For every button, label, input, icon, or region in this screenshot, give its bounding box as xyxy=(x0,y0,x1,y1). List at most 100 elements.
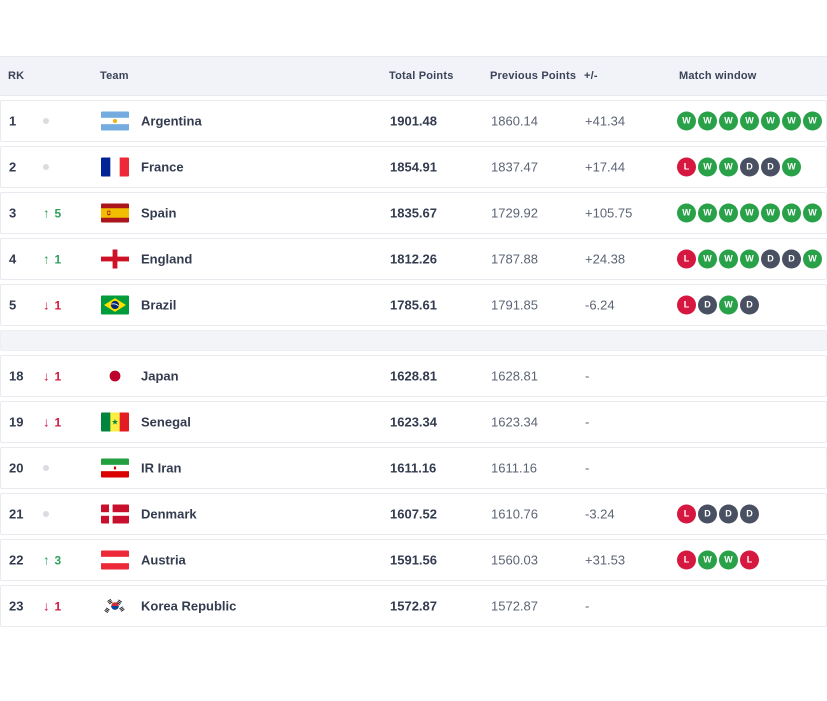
japan-flag-icon xyxy=(101,366,129,386)
points-change-value: - xyxy=(585,414,590,430)
total-points-value: 1812.26 xyxy=(390,251,437,267)
team-name[interactable]: Argentina xyxy=(141,113,202,129)
rank-change-value: 1 xyxy=(54,599,62,613)
win-badge: W xyxy=(782,111,801,131)
win-badge: W xyxy=(698,550,717,570)
rank-change-value: 1 xyxy=(54,252,62,266)
team-name[interactable]: England xyxy=(141,251,193,267)
points-change-value: +105.75 xyxy=(585,205,633,221)
previous-points-value: 1628.81 xyxy=(491,368,538,384)
rank-number: 20 xyxy=(9,460,24,476)
rank-change-value: 1 xyxy=(54,415,62,429)
table-row[interactable]: 22 ↑ 3 Austria 1591.56 1560.03 +31.53 L W W L xyxy=(0,539,827,581)
team-name[interactable]: Austria xyxy=(141,552,186,568)
rank-number: 3 xyxy=(9,205,17,221)
team-name[interactable]: Japan xyxy=(141,368,179,384)
arrow-down-icon: ↓ xyxy=(43,368,50,384)
total-points-value: 1901.48 xyxy=(390,113,437,129)
previous-points-value: 1837.47 xyxy=(491,159,538,175)
previous-points-value: 1623.34 xyxy=(491,414,538,430)
rank-unchanged-dot-icon xyxy=(43,465,49,471)
points-change-value: +24.38 xyxy=(585,251,626,267)
team-name[interactable]: Spain xyxy=(141,205,177,221)
table-row[interactable]: 5 ↓ 1 Brazil 1785.61 1791.85 -6.24 L D W D xyxy=(0,284,827,326)
team-name[interactable]: Brazil xyxy=(141,297,177,313)
korea-republic-flag-icon xyxy=(101,596,129,616)
rank-unchanged-dot-icon xyxy=(43,511,49,517)
previous-points-value: 1787.88 xyxy=(491,251,538,267)
table-row[interactable]: 3 ↑ 5 Spain 1835.67 1729.92 +105.75 W W W W W W W xyxy=(0,192,827,234)
win-badge: W xyxy=(740,203,759,223)
win-badge: W xyxy=(719,550,738,570)
england-flag-icon xyxy=(101,249,129,269)
rank-change-value: 1 xyxy=(54,298,62,312)
dot-icon xyxy=(43,164,49,170)
win-badge: W xyxy=(698,111,717,131)
team-name[interactable]: Senegal xyxy=(141,414,191,430)
rank-change-value: 5 xyxy=(54,206,62,220)
draw-badge: D xyxy=(740,504,759,524)
header-plus-minus: +/- xyxy=(584,70,598,82)
team-name[interactable]: Korea Republic xyxy=(141,598,237,614)
team-name[interactable]: Denmark xyxy=(141,506,197,522)
win-badge: W xyxy=(698,203,717,223)
previous-points-value: 1572.87 xyxy=(491,598,538,614)
win-badge: W xyxy=(719,249,738,269)
total-points-value: 1835.67 xyxy=(390,205,437,221)
fifa-ranking-table: RK Team Total Points Previous Points +/-… xyxy=(0,56,827,627)
arrow-down-icon: ↓ xyxy=(43,297,50,313)
win-badge: W xyxy=(719,111,738,131)
win-badge: W xyxy=(698,249,717,269)
win-badge: W xyxy=(761,203,780,223)
rank-number: 18 xyxy=(9,368,24,384)
rank-up-indicator: ↑ 5 xyxy=(43,206,61,221)
draw-badge: D xyxy=(719,504,738,524)
table-row[interactable]: 19 ↓ 1 Senegal 1623.34 1623.34 - xyxy=(0,401,827,443)
total-points-value: 1572.87 xyxy=(390,598,437,614)
rank-gap-separator xyxy=(0,330,827,351)
table-row[interactable]: 2 France 1854.91 1837.47 +17.44 L W W D D W xyxy=(0,146,827,188)
win-badge: W xyxy=(719,295,738,315)
rank-unchanged-dot-icon xyxy=(43,118,49,124)
arrow-down-icon: ↓ xyxy=(43,598,50,614)
rank-number: 1 xyxy=(9,113,17,129)
rank-number: 5 xyxy=(9,297,17,313)
team-name[interactable]: France xyxy=(141,159,184,175)
draw-badge: D xyxy=(761,249,780,269)
win-badge: W xyxy=(677,203,696,223)
points-change-value: -3.24 xyxy=(585,506,615,522)
rank-number: 22 xyxy=(9,552,24,568)
points-change-value: - xyxy=(585,368,590,384)
previous-points-value: 1611.16 xyxy=(491,460,538,476)
table-row[interactable]: 18 ↓ 1 Japan 1628.81 1628.81- xyxy=(0,355,827,397)
rank-unchanged-dot-icon xyxy=(43,164,49,170)
austria-flag-icon xyxy=(101,550,129,570)
win-badge: W xyxy=(719,157,738,177)
header-team: Team xyxy=(100,70,129,82)
france-flag-icon xyxy=(101,157,129,177)
win-badge: W xyxy=(740,249,759,269)
total-points-value: 1607.52 xyxy=(390,506,437,522)
total-points-value: 1591.56 xyxy=(390,552,437,568)
table-row[interactable]: 21 Denmark 1607.52 1610.76 -3.24 L D D D xyxy=(0,493,827,535)
draw-badge: D xyxy=(740,157,759,177)
rank-number: 19 xyxy=(9,414,24,430)
team-name[interactable]: IR Iran xyxy=(141,460,182,476)
table-row[interactable]: 20 IR Iran 1611.16 1611.16 - xyxy=(0,447,827,489)
rank-up-indicator: ↑ 3 xyxy=(43,553,61,568)
points-change-value: - xyxy=(585,598,590,614)
iran-flag-icon xyxy=(101,458,129,478)
table-row[interactable]: 23 ↓ 1 Korea Republic 1572.87 1572.87- xyxy=(0,585,827,627)
total-points-value: 1785.61 xyxy=(390,297,437,313)
table-row[interactable]: 4 ↑ 1 England 1812.26 1787.88 +24.38 L W W W D D W xyxy=(0,238,827,280)
header-match-window: Match window xyxy=(679,70,757,82)
win-badge: W xyxy=(740,111,759,131)
win-badge: W xyxy=(782,157,801,177)
rank-down-indicator: ↓ 1 xyxy=(43,599,61,614)
arrow-down-icon: ↓ xyxy=(43,414,50,430)
total-points-value: 1623.34 xyxy=(390,414,437,430)
rank-change-value: 3 xyxy=(54,553,62,567)
table-row[interactable]: 1 Argentina 1901.48 1860.14 +41.34 W W W W W W W xyxy=(0,100,827,142)
